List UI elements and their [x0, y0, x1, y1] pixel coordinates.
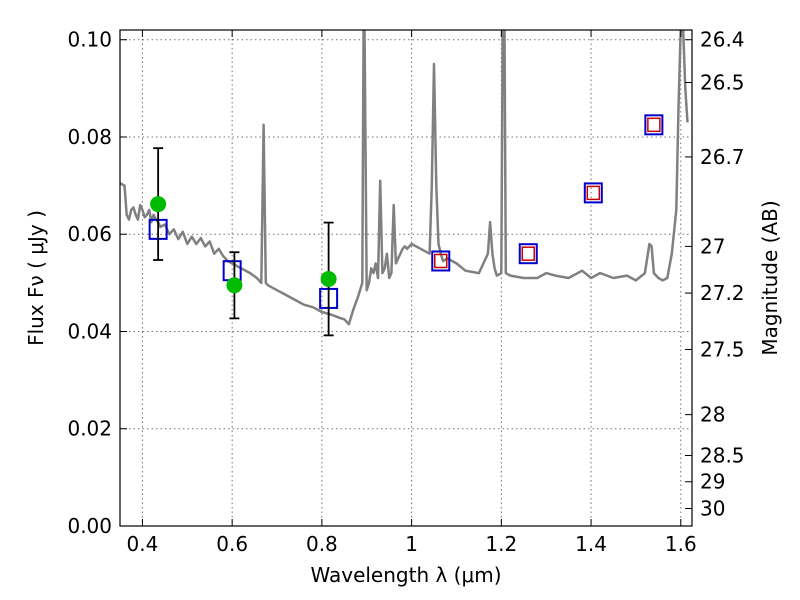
predicted-photometry-square: [647, 117, 661, 133]
x-tick-label: 1.2: [485, 532, 517, 556]
x-tick-label: 0.6: [216, 532, 248, 556]
observed-photometry-points: [150, 147, 337, 337]
predicted-photometry-square: [521, 246, 536, 261]
x-tick-label: 1.6: [665, 532, 697, 556]
predicted-photometry-square: [434, 253, 448, 269]
grid: [120, 30, 692, 527]
axis-ticks: 0.4 0.6 0.8 1 1.2 1.4 1.6 0.00 0.02 0.04 0.06 0.08 0…: [67, 28, 744, 556]
y-axis-label: Flux Fν ( μJy ): [24, 210, 48, 346]
y-tick-label: 0.00: [67, 514, 112, 538]
model-photometry-square: [583, 182, 603, 204]
model-spectrum-line: [120, 30, 689, 326]
magnitude-tick-label: 26.7: [700, 145, 745, 169]
x-tick-label: 1.4: [575, 532, 607, 556]
magnitude-tick-label: 28.5: [700, 443, 745, 467]
predicted-photometry-square: [586, 185, 601, 201]
magnitude-tick-label: 27.5: [700, 337, 745, 361]
y-tick-label: 0.10: [67, 28, 112, 52]
y-tick-label: 0.02: [67, 417, 112, 441]
y-tick-label: 0.04: [67, 319, 112, 343]
observed-photometry-point: [150, 196, 167, 213]
observed-photometry-point: [226, 277, 243, 294]
x-tick-label: 1: [405, 532, 418, 556]
model-photometry-square: [518, 243, 538, 265]
magnitude-tick-label: 28: [700, 403, 725, 427]
magnitude-tick-label: 29: [700, 470, 725, 494]
x-tick-label: 0.8: [306, 532, 338, 556]
plot-frame: [119, 29, 693, 527]
y-tick-label: 0.06: [67, 222, 112, 246]
y-tick-label: 0.08: [67, 125, 112, 149]
magnitude-tick-label: 26.4: [700, 28, 745, 52]
model-photometry-square: [644, 114, 664, 136]
magnitude-tick-label: 27.2: [700, 281, 745, 305]
x-tick-label: 0.4: [127, 532, 159, 556]
model-photometry-squares: [148, 114, 664, 309]
x-axis-label: Wavelength λ (μm): [310, 563, 501, 587]
magnitude-tick-label: 30: [700, 496, 725, 520]
model-photometry-square: [431, 250, 451, 272]
magnitude-tick-label: 26.5: [700, 71, 745, 95]
observed-photometry-point: [320, 270, 337, 287]
magnitude-axis-label: Magnitude (AB): [758, 200, 782, 355]
magnitude-tick-label: 27: [700, 234, 725, 258]
